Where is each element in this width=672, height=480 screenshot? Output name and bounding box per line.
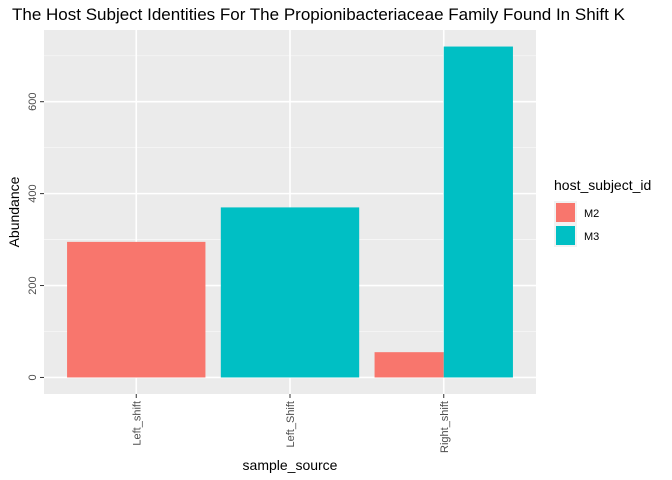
y-axis: 0 200 400 600 bbox=[27, 93, 44, 381]
legend-label-m2: M2 bbox=[584, 208, 599, 220]
x-axis-title: sample_source bbox=[243, 457, 338, 473]
y-tick-label: 200 bbox=[27, 276, 39, 294]
bars bbox=[67, 46, 513, 378]
x-tick-label: Left_shift bbox=[131, 401, 143, 446]
y-tick-label: 600 bbox=[27, 93, 39, 111]
legend-title: host_subject_id bbox=[554, 177, 651, 193]
x-tick-label: Right_shift bbox=[439, 401, 451, 453]
legend: host_subject_id M2 M3 bbox=[554, 177, 651, 247]
bar-left-shift-m3 bbox=[220, 207, 360, 378]
bar-left-shift-m2 bbox=[67, 241, 206, 378]
y-tick-label: 0 bbox=[27, 374, 39, 380]
legend-swatch-m3 bbox=[556, 226, 575, 245]
y-axis-title: Abundance bbox=[6, 176, 22, 247]
bar-right-shift-m2 bbox=[374, 352, 444, 378]
legend-label-m3: M3 bbox=[584, 231, 599, 243]
x-tick-label: Left_Shift bbox=[285, 401, 297, 447]
legend-swatch-m2 bbox=[556, 203, 575, 222]
bar-right-shift-m3 bbox=[443, 46, 513, 378]
y-tick-label: 400 bbox=[27, 184, 39, 202]
x-axis: Left_shift Left_Shift Right_shift bbox=[131, 394, 451, 453]
chart-title: The Host Subject Identities For The Prop… bbox=[12, 5, 626, 24]
